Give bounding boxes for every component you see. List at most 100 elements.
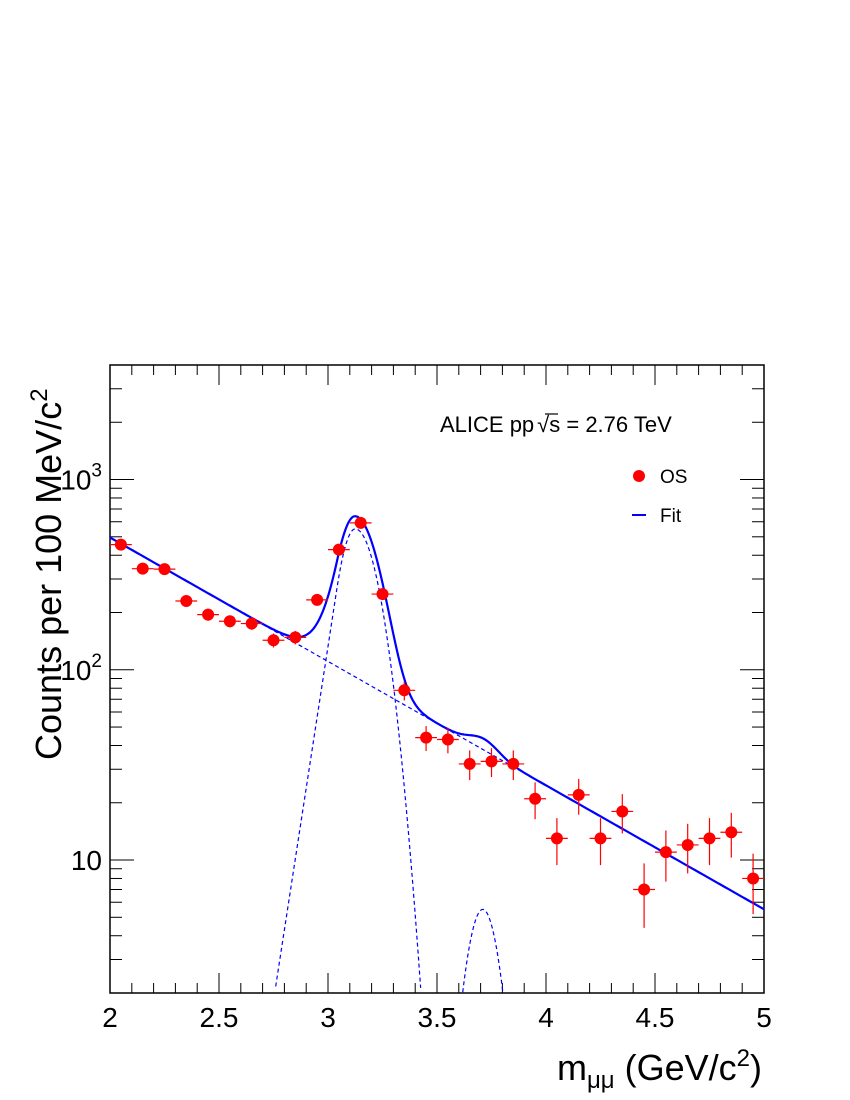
point-marker <box>507 757 520 770</box>
point-marker <box>180 594 193 607</box>
data-point <box>589 818 612 866</box>
y-tick-base: 10 <box>71 845 102 876</box>
data-point <box>655 830 677 882</box>
data-point <box>219 615 241 628</box>
point-marker <box>659 846 672 859</box>
x-axis-label-main: m <box>557 1047 587 1088</box>
axis-ticks <box>109 364 765 994</box>
x-axis-label-sub: μμ <box>587 1067 615 1094</box>
point-marker <box>485 755 498 768</box>
x-axis-label-close: ) <box>750 1047 762 1088</box>
data-point <box>567 778 590 815</box>
point-marker <box>289 631 302 644</box>
y-axis-label-sup: 2 <box>26 388 53 401</box>
psi2s-curve <box>462 908 504 993</box>
data-point <box>415 726 437 752</box>
legend-label-os: OS <box>660 467 687 488</box>
point-marker <box>158 563 171 576</box>
point-marker <box>747 872 760 885</box>
point-marker <box>681 838 694 851</box>
point-marker <box>572 788 585 801</box>
annotation: ALICE pp √s = 2.76 TeV <box>440 412 672 437</box>
x-tick-label: 3.5 <box>418 1002 457 1033</box>
point-marker <box>616 805 629 818</box>
data-points <box>110 516 764 928</box>
x-tick-label: 3 <box>320 1002 336 1033</box>
point-marker <box>202 608 215 621</box>
data-point <box>153 563 176 576</box>
point-marker <box>463 757 476 770</box>
data-point <box>502 750 525 781</box>
data-point <box>611 794 634 834</box>
data-point <box>480 748 503 778</box>
annotation-prefix: ALICE pp <box>440 412 534 437</box>
x-tick-labels: 2 2.5 3 3.5 4 4.5 5 <box>102 1002 772 1033</box>
data-point <box>742 853 764 915</box>
point-marker <box>245 617 258 630</box>
data-point <box>328 543 350 556</box>
y-tick-label: 103 <box>60 461 102 496</box>
y-tick-exp: 2 <box>91 651 102 672</box>
data-point <box>131 562 154 575</box>
point-marker <box>223 615 236 628</box>
y-axis-label-main: Counts per 100 MeV/c <box>28 402 69 760</box>
point-marker <box>441 733 454 746</box>
point-marker <box>703 832 716 845</box>
annotation-radicand: s <box>549 412 560 437</box>
point-marker <box>420 731 433 744</box>
point-marker <box>725 826 738 839</box>
data-point <box>262 633 285 648</box>
point-marker <box>398 684 411 697</box>
x-axis-label-tail: (GeV/c <box>615 1047 737 1088</box>
y-tick-base: 10 <box>60 465 91 496</box>
legend: OS Fit <box>632 467 687 527</box>
x-tick-label: 4.5 <box>636 1002 675 1033</box>
point-marker <box>594 832 607 845</box>
fit-curves <box>109 515 765 993</box>
data-point <box>676 823 699 874</box>
data-point <box>546 818 568 866</box>
data-point <box>633 863 655 928</box>
point-marker <box>529 792 542 805</box>
data-point <box>197 608 219 621</box>
point-marker <box>354 516 367 529</box>
x-tick-label: 4 <box>538 1002 554 1033</box>
y-tick-exp: 3 <box>91 461 102 482</box>
data-point <box>110 538 132 551</box>
x-axis-label: mμμ (GeV/c2) <box>557 1045 762 1094</box>
sqrt-sign: √ <box>537 412 550 437</box>
data-point <box>240 617 263 630</box>
point-marker <box>376 588 389 601</box>
y-tick-label: 102 <box>60 651 102 686</box>
y-axis-label: Counts per 100 MeV/c2 <box>26 388 69 760</box>
x-axis-label-sup: 2 <box>737 1045 750 1072</box>
point-marker <box>267 634 280 647</box>
total-fit-curve <box>109 515 765 911</box>
data-point <box>175 594 198 607</box>
x-tick-label: 2.5 <box>200 1002 239 1033</box>
plot-frame <box>109 364 765 994</box>
data-point <box>371 588 394 601</box>
data-point <box>720 812 743 858</box>
data-point <box>437 727 459 754</box>
point-marker <box>136 562 149 575</box>
y-tick-base: 10 <box>60 655 91 686</box>
legend-label-fit: Fit <box>660 506 682 527</box>
x-tick-label: 2 <box>102 1002 118 1033</box>
point-marker <box>638 883 651 896</box>
y-tick-label: 10 <box>71 845 102 876</box>
data-point <box>698 818 721 866</box>
point-marker <box>550 832 563 845</box>
data-point <box>306 593 328 606</box>
x-tick-label: 5 <box>756 1002 772 1033</box>
data-point <box>524 782 546 820</box>
data-point <box>458 750 481 781</box>
data-point <box>393 681 416 701</box>
jpsi-curve <box>275 528 422 988</box>
annotation-suffix: = 2.76 TeV <box>560 412 672 437</box>
point-marker <box>332 543 345 556</box>
data-point <box>284 630 307 645</box>
data-point <box>349 516 372 529</box>
point-marker <box>311 593 324 606</box>
